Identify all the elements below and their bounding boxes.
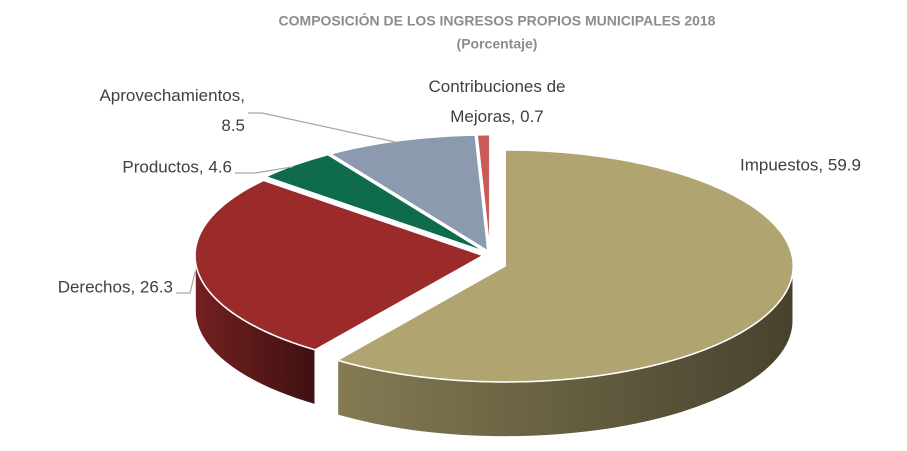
chart-subtitle: (Porcentaje)	[457, 36, 538, 52]
slice-top	[476, 134, 491, 251]
slice-top	[328, 134, 489, 253]
data-label: Productos, 4.6	[122, 157, 232, 176]
leader-line	[176, 271, 196, 294]
slice-top	[194, 179, 485, 351]
label-line: 8.5	[221, 116, 245, 135]
label-line: Aprovechamientos,	[99, 86, 245, 105]
label-line: Contribuciones de	[428, 77, 565, 96]
label-line: Mejoras, 0.7	[450, 107, 544, 126]
data-label: Impuestos, 59.9	[740, 155, 861, 174]
data-label: Aprovechamientos, 8.5	[99, 86, 245, 135]
leader-line	[248, 112, 398, 144]
slice-top	[263, 153, 486, 253]
data-label: Derechos, 26.3	[58, 277, 173, 296]
slice-top	[335, 149, 794, 383]
chart-title: COMPOSICIÓN DE LOS INGRESOS PROPIOS MUNI…	[279, 12, 716, 29]
data-label: Contribuciones de Mejoras, 0.7	[428, 77, 565, 126]
leader-line	[235, 166, 294, 174]
